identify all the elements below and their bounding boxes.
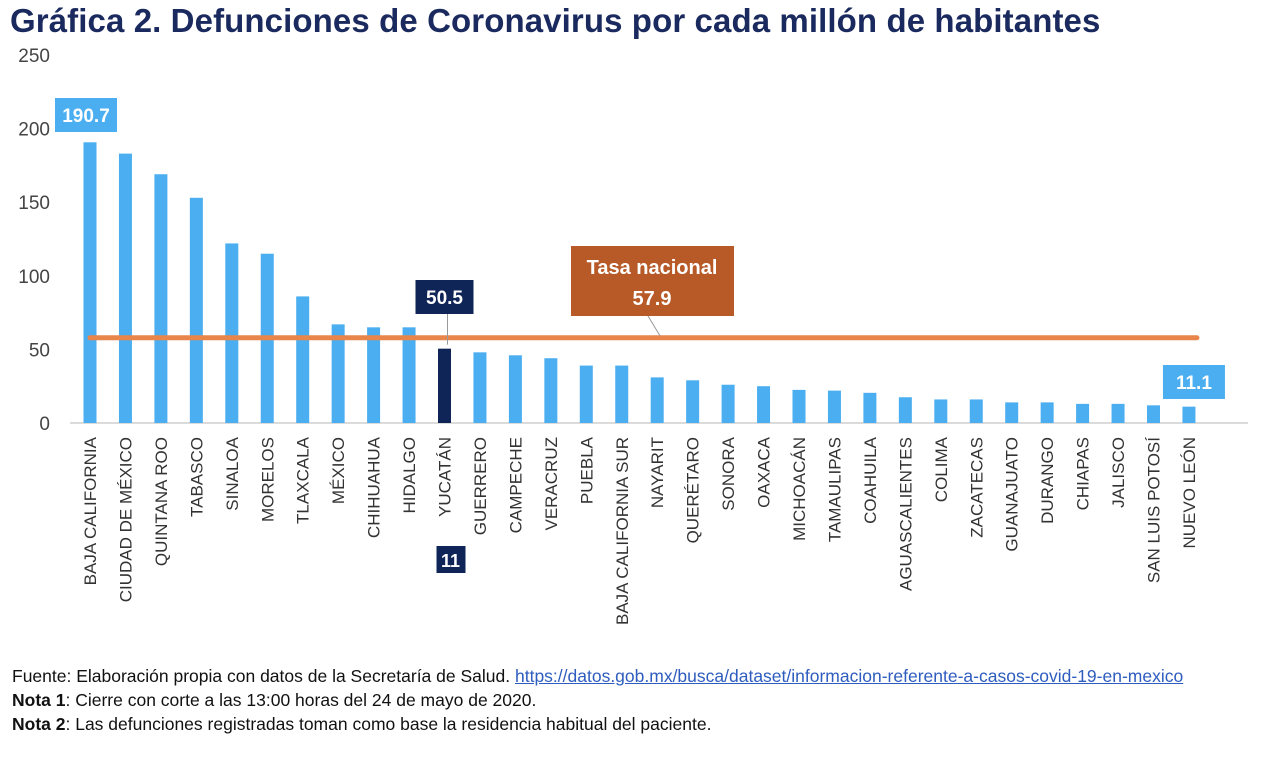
y-tick-label: 0 bbox=[39, 414, 50, 435]
x-tick-label: SONORA bbox=[719, 436, 738, 510]
national-rate-label: Tasa nacional bbox=[587, 257, 718, 279]
x-tick-label: CIUDAD DE MÉXICO bbox=[116, 437, 135, 602]
note-2-label: Nota 2 bbox=[12, 714, 66, 734]
x-tick-label: MICHOACÁN bbox=[790, 437, 809, 541]
bar bbox=[225, 243, 239, 423]
x-tick-label: CHIHUAHUA bbox=[365, 436, 384, 538]
bar bbox=[189, 197, 203, 423]
note-1-label: Nota 1 bbox=[12, 690, 66, 710]
bar bbox=[863, 392, 877, 423]
x-tick-label: HIDALGO bbox=[400, 437, 419, 514]
x-tick-label: QUINTANA ROO bbox=[152, 437, 171, 566]
x-tick-label: AGUASCALIENTES bbox=[896, 437, 915, 591]
bar bbox=[438, 348, 451, 423]
source-note: Fuente: Elaboración propia con datos de … bbox=[12, 664, 1274, 688]
chart-footer: Fuente: Elaboración propia con datos de … bbox=[12, 664, 1274, 736]
bar bbox=[615, 365, 629, 423]
x-tick-label: QUERÉTARO bbox=[684, 437, 703, 543]
bar bbox=[83, 142, 97, 423]
bar bbox=[579, 365, 593, 423]
data-label: 11.1 bbox=[1176, 373, 1212, 394]
bar bbox=[296, 296, 310, 423]
bar bbox=[721, 384, 735, 423]
x-tick-label: GUANAJUATO bbox=[1003, 437, 1022, 552]
bar bbox=[898, 397, 912, 423]
bar bbox=[969, 399, 983, 423]
x-tick-label: SAN LUIS POTOSÍ bbox=[1145, 437, 1164, 583]
bar bbox=[331, 324, 345, 423]
bar bbox=[508, 355, 522, 423]
x-tick-label: YUCATÁN bbox=[436, 437, 455, 517]
bar bbox=[473, 352, 487, 423]
bar bbox=[757, 386, 771, 423]
bar bbox=[154, 174, 168, 423]
x-tick-label: BAJA CALIFORNIA bbox=[81, 436, 100, 585]
x-tick-label: DURANGO bbox=[1038, 437, 1057, 524]
x-tick-label: TABASCO bbox=[187, 437, 206, 517]
chart-title: Gráfica 2. Defunciones de Coronavirus po… bbox=[10, 2, 1101, 39]
data-label: 190.7 bbox=[62, 106, 110, 127]
data-label-box bbox=[415, 280, 474, 314]
x-tick-label: OAXACA bbox=[755, 436, 774, 508]
x-tick-label: TLAXCALA bbox=[294, 436, 313, 524]
y-tick-label: 250 bbox=[18, 46, 50, 67]
bar bbox=[1147, 405, 1160, 423]
data-label-box bbox=[55, 98, 117, 132]
bar bbox=[934, 399, 948, 423]
x-tick-label: GUERRERO bbox=[471, 437, 490, 535]
bar bbox=[827, 390, 841, 423]
y-tick-label: 50 bbox=[29, 340, 50, 361]
bar bbox=[792, 389, 806, 423]
note-2-text: : Las defunciones registradas toman como… bbox=[65, 714, 712, 734]
x-tick-label: NUEVO LEÓN bbox=[1180, 437, 1199, 548]
bar bbox=[1076, 403, 1090, 423]
x-tick-label: PUEBLA bbox=[577, 436, 596, 504]
x-tick-label: TAMAULIPAS bbox=[825, 437, 844, 542]
x-tick-label: VERACRUZ bbox=[542, 437, 561, 531]
bar bbox=[1040, 402, 1054, 423]
note-1: Nota 1: Cierre con corte a las 13:00 hor… bbox=[12, 688, 1274, 712]
bar bbox=[118, 153, 132, 423]
y-tick-label: 150 bbox=[18, 193, 50, 214]
national-rate-leader bbox=[647, 315, 661, 337]
source-link[interactable]: https://datos.gob.mx/busca/dataset/infor… bbox=[514, 666, 1184, 686]
note-2: Nota 2: Las defunciones registradas toma… bbox=[12, 712, 1274, 736]
x-tick-label: CAMPECHE bbox=[506, 437, 525, 533]
national-rate-value: 57.9 bbox=[633, 288, 672, 310]
x-tick-label: MÉXICO bbox=[329, 437, 348, 504]
rank-badge-label: 11 bbox=[441, 551, 460, 571]
bar bbox=[1005, 402, 1019, 423]
y-tick-label: 200 bbox=[18, 120, 50, 141]
source-prefix: Fuente: Elaboración propia con datos de … bbox=[12, 666, 511, 686]
bar bbox=[1111, 403, 1125, 423]
bar bbox=[686, 380, 700, 423]
x-tick-label: CHIAPAS bbox=[1074, 437, 1093, 510]
x-tick-label: NAYARIT bbox=[648, 437, 667, 508]
bar bbox=[402, 327, 416, 423]
y-tick-label: 100 bbox=[18, 267, 50, 288]
data-label-box bbox=[1162, 365, 1225, 399]
x-tick-label: MORELOS bbox=[258, 437, 277, 522]
x-tick-label: BAJA CALIFORNIA SUR bbox=[613, 437, 632, 625]
rank-badge bbox=[436, 546, 466, 573]
x-tick-label: JALISCO bbox=[1109, 437, 1128, 508]
x-tick-label: SINALOA bbox=[223, 436, 242, 510]
bar bbox=[544, 358, 558, 423]
x-tick-label: ZACATECAS bbox=[967, 437, 986, 538]
note-1-text: : Cierre con corte a las 13:00 horas del… bbox=[65, 690, 537, 710]
bar bbox=[367, 327, 381, 423]
x-tick-label: COLIMA bbox=[932, 436, 951, 502]
x-tick-label: COAHUILA bbox=[861, 436, 880, 524]
data-label: 50.5 bbox=[426, 288, 463, 309]
bar bbox=[1182, 406, 1196, 423]
national-rate-box bbox=[571, 246, 734, 316]
bar bbox=[650, 377, 664, 423]
bar-chart: 0 50 100 150 200 250 BAJA CALIFORNIA CIUDAD DE … bbox=[18, 46, 1248, 625]
